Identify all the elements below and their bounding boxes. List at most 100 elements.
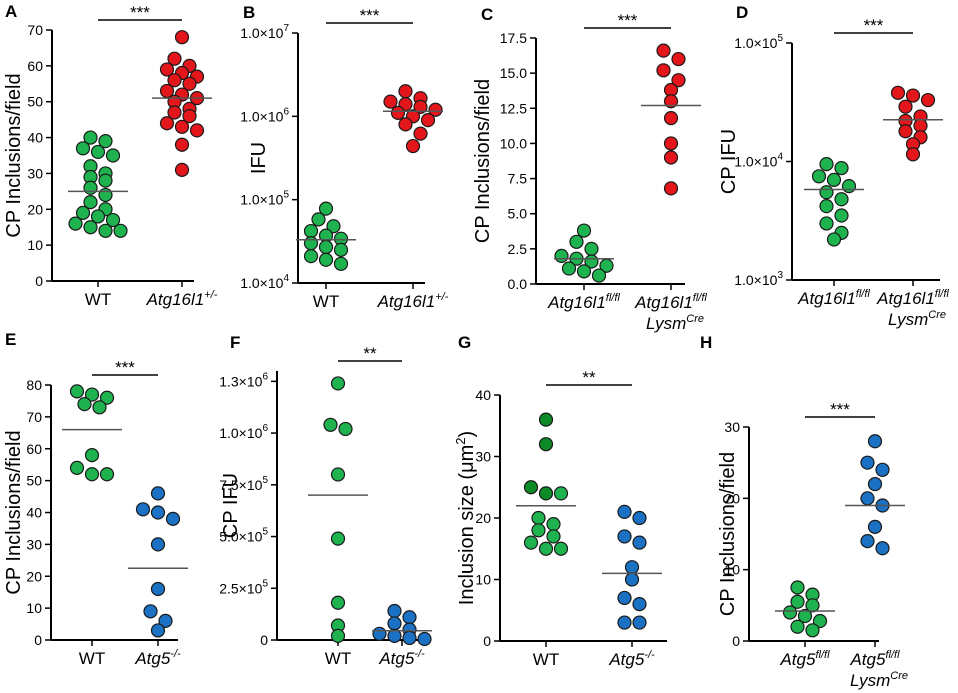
data-point	[99, 390, 115, 405]
data-point	[819, 157, 834, 172]
y-tick-label: 7.5×105	[219, 475, 268, 493]
y-tick-label: 1.0×104	[734, 152, 783, 170]
data-point	[790, 619, 805, 634]
x-tick-label-line2: LysmCre	[888, 309, 946, 329]
panel-letter: D	[736, 3, 748, 22]
y-tick-label: 10	[724, 562, 740, 578]
panel-f: F 0 2.5×105 5.0×105 7.5×105 1.0×106 1.3×106 CP …	[219, 333, 432, 668]
y-tick-label: 20	[26, 568, 42, 584]
data-point	[867, 519, 883, 534]
panel-letter: E	[5, 330, 16, 349]
y-axis-label: CP Inclusions/field	[3, 73, 25, 237]
data-point	[554, 248, 569, 263]
y-axis-label: CP IFU	[718, 129, 740, 194]
data-point	[402, 610, 417, 625]
y-tick-label: 2.5	[508, 241, 528, 257]
y-tick-label: 40	[475, 387, 491, 403]
x-tick-label: WT	[313, 292, 339, 311]
data-point	[330, 595, 346, 610]
data-point	[413, 99, 428, 114]
data-point	[174, 162, 190, 177]
data-point	[890, 85, 906, 100]
data-point	[805, 623, 820, 638]
data-point	[330, 467, 346, 482]
significance-label: ***	[618, 11, 638, 30]
data-point	[811, 169, 827, 184]
data-point	[150, 581, 166, 597]
data-point	[860, 455, 875, 470]
data-point	[330, 376, 346, 391]
data-point	[338, 421, 353, 437]
data-point	[83, 180, 98, 195]
data-point	[174, 137, 190, 152]
data-point	[841, 179, 857, 194]
data-point	[150, 486, 166, 501]
y-tick-label: 7.5	[508, 171, 528, 187]
data-point	[158, 613, 173, 628]
y-tick-label: 12.5	[500, 100, 527, 116]
data-point	[790, 594, 805, 609]
x-tick-label: Atg16l1fl/fl	[634, 292, 707, 312]
data-point	[576, 264, 592, 279]
y-tick-label: 30	[475, 449, 491, 465]
data-point	[632, 615, 647, 630]
data-point	[805, 598, 820, 613]
data-point	[538, 541, 554, 556]
y-tick-label: 0	[34, 632, 42, 648]
data-point	[617, 529, 632, 544]
data-point	[671, 51, 686, 67]
data-point	[98, 173, 113, 188]
x-tick-label: Atg16l1fl/fl	[547, 292, 620, 312]
data-point	[797, 608, 813, 624]
data-point	[819, 216, 834, 231]
panel-h: H 0 10 20 30 CP Inclusions/field Atg5fl/fl Atg5…	[700, 333, 908, 690]
data-point	[632, 510, 647, 526]
data-point	[150, 623, 166, 638]
data-point	[523, 480, 539, 495]
data-point	[174, 119, 190, 134]
data-point	[834, 160, 849, 176]
x-tick-label: Atg16l1fl/fl	[876, 288, 949, 308]
y-axis-label: IFU	[248, 142, 270, 174]
y-tick-label: 0.0	[508, 276, 528, 292]
y-tick-label: 5.0	[508, 206, 528, 222]
y-tick-label: 1.0×105	[240, 190, 289, 208]
x-tick-label-line2: LysmCre	[850, 670, 908, 690]
y-tick-label: 2.5×105	[219, 578, 268, 596]
data-point	[398, 84, 413, 99]
significance-label: ***	[130, 3, 150, 22]
data-point	[318, 239, 334, 255]
data-point	[330, 628, 346, 643]
data-point	[826, 172, 842, 187]
data-point	[90, 144, 106, 160]
data-point	[920, 92, 936, 108]
data-point	[898, 99, 913, 114]
y-tick-label: 10	[27, 237, 43, 253]
data-point	[905, 147, 921, 162]
data-point	[165, 511, 181, 526]
y-axis-label: Inclusion size (μm2)	[453, 431, 478, 605]
data-point	[875, 462, 890, 477]
data-point	[150, 537, 166, 552]
data-point	[98, 223, 113, 238]
y-tick-label: 0	[35, 273, 43, 289]
data-point	[113, 223, 128, 238]
data-point	[663, 111, 679, 126]
data-point	[569, 234, 584, 249]
data-point	[405, 138, 421, 154]
y-axis-label: CP IFU	[220, 473, 242, 538]
panel-a: A 0 10 20 30 40 50 60 70 CP Inclusions/field WT Atg…	[3, 2, 218, 309]
data-point	[159, 62, 175, 77]
data-point	[92, 400, 107, 415]
data-point	[83, 130, 98, 145]
panel-letter: A	[5, 2, 17, 21]
data-point	[561, 261, 577, 276]
y-tick-label: 1.0×106	[219, 423, 268, 441]
data-point	[538, 486, 554, 501]
data-point	[143, 604, 158, 619]
data-point	[428, 102, 443, 117]
x-tick-label-line2: LysmCre	[646, 313, 704, 333]
panel-letter: C	[481, 5, 493, 24]
data-point	[75, 205, 91, 220]
